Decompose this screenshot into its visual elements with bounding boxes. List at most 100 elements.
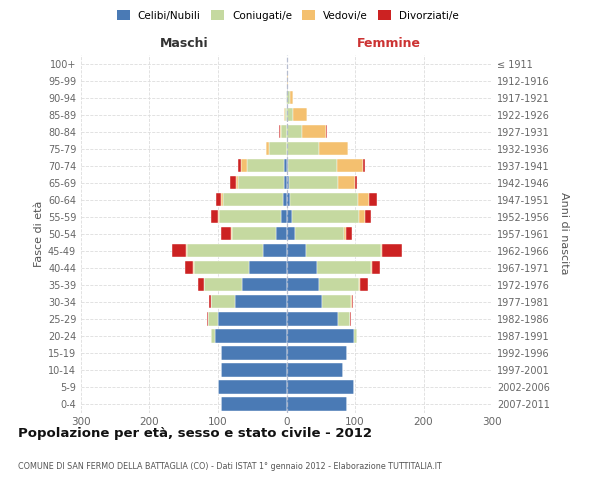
Bar (292, 210, 359, 224)
Bar (218, 380, 287, 394)
Bar (369, 193, 377, 206)
Bar (338, 312, 350, 326)
Bar (363, 159, 365, 172)
Bar (221, 227, 231, 240)
Bar (287, 227, 295, 240)
Bar (186, 244, 187, 258)
Bar (326, 125, 327, 138)
Bar (287, 176, 289, 190)
Bar (287, 346, 347, 360)
Bar (290, 91, 293, 104)
Bar (238, 159, 241, 172)
Bar (221, 346, 287, 360)
Bar (295, 227, 344, 240)
Bar (351, 295, 352, 308)
Bar (284, 159, 287, 172)
Bar (346, 227, 352, 240)
Bar (283, 193, 287, 206)
Legend: Celibi/Nubili, Coniugati/e, Vedovi/e, Divorziati/e: Celibi/Nubili, Coniugati/e, Vedovi/e, Di… (112, 5, 464, 26)
Bar (218, 210, 220, 224)
Bar (287, 210, 292, 224)
Bar (204, 278, 242, 291)
Bar (281, 210, 287, 224)
Text: Femmine: Femmine (357, 37, 421, 50)
Bar (203, 278, 204, 291)
Bar (211, 330, 215, 342)
Bar (230, 176, 236, 190)
Bar (281, 125, 287, 138)
Bar (242, 278, 287, 291)
Bar (232, 227, 276, 240)
Bar (287, 330, 353, 342)
Bar (305, 244, 381, 258)
Bar (337, 159, 363, 172)
Bar (211, 295, 235, 308)
Bar (231, 227, 232, 240)
Bar (220, 210, 281, 224)
Bar (287, 398, 347, 410)
Bar (287, 312, 338, 326)
Bar (269, 142, 287, 156)
Bar (211, 210, 218, 224)
Bar (172, 244, 186, 258)
Bar (355, 176, 357, 190)
Bar (288, 159, 337, 172)
Bar (279, 125, 280, 138)
Bar (360, 278, 368, 291)
Bar (322, 295, 351, 308)
Bar (287, 278, 319, 291)
Bar (317, 261, 371, 274)
Bar (280, 125, 281, 138)
Bar (276, 227, 287, 240)
Bar (185, 261, 193, 274)
Bar (193, 261, 194, 274)
Bar (284, 108, 285, 121)
Bar (236, 176, 238, 190)
Bar (287, 74, 288, 87)
Text: Popolazione per età, sesso e stato civile - 2012: Popolazione per età, sesso e stato civil… (18, 428, 372, 440)
Bar (187, 244, 263, 258)
Bar (319, 278, 359, 291)
Bar (287, 261, 317, 274)
Bar (302, 125, 326, 138)
Bar (285, 108, 287, 121)
Bar (263, 244, 287, 258)
Bar (209, 295, 211, 308)
Bar (293, 108, 307, 121)
Bar (207, 312, 208, 326)
Bar (208, 312, 218, 326)
Y-axis label: Anni di nascita: Anni di nascita (559, 192, 569, 275)
Bar (284, 176, 287, 190)
Bar (290, 193, 358, 206)
Bar (319, 142, 348, 156)
Bar (287, 159, 288, 172)
Bar (198, 278, 203, 291)
Bar (287, 125, 302, 138)
Bar (216, 193, 221, 206)
Bar (287, 380, 353, 394)
Bar (215, 330, 287, 342)
Bar (287, 142, 319, 156)
Bar (371, 261, 372, 274)
Bar (238, 176, 284, 190)
Bar (235, 295, 287, 308)
Text: COMUNE DI SAN FERMO DELLA BATTAGLIA (CO) - Dati ISTAT 1° gennaio 2012 - Elaboraz: COMUNE DI SAN FERMO DELLA BATTAGLIA (CO)… (18, 462, 442, 471)
Bar (353, 330, 357, 342)
Bar (247, 159, 284, 172)
Bar (287, 295, 322, 308)
Bar (358, 193, 369, 206)
Bar (381, 244, 382, 258)
Bar (359, 210, 365, 224)
Bar (286, 91, 287, 104)
Bar (365, 210, 371, 224)
Bar (287, 108, 293, 121)
Bar (382, 244, 401, 258)
Bar (194, 261, 249, 274)
Bar (223, 193, 283, 206)
Bar (221, 193, 223, 206)
Bar (344, 227, 346, 240)
Bar (241, 159, 247, 172)
Bar (221, 398, 287, 410)
Bar (249, 261, 287, 274)
Bar (221, 364, 287, 376)
